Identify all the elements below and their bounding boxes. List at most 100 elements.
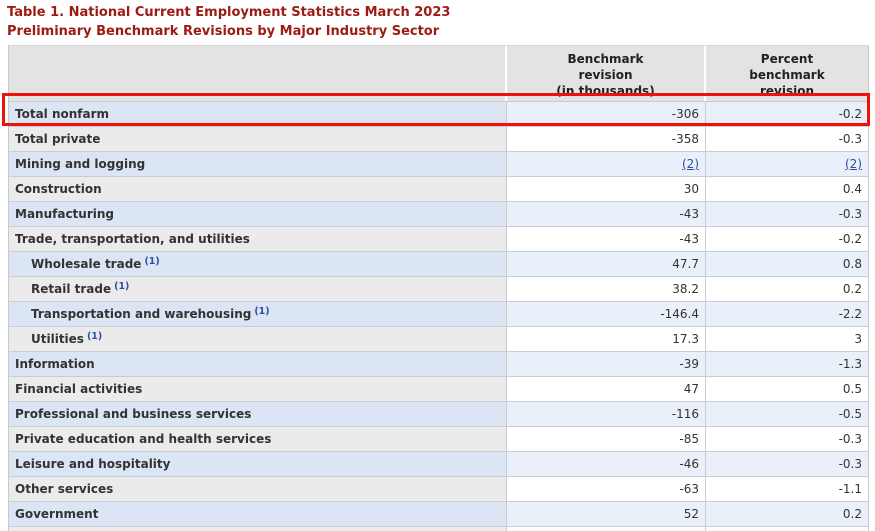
benchmark-revision-cell: -39 xyxy=(507,352,706,377)
percent-revision-value: -1.3 xyxy=(838,357,862,371)
percent-revision-value: -2.2 xyxy=(838,307,862,321)
table-row: Other services -63 -1.1 xyxy=(9,477,868,502)
benchmark-revision-cell: 17.3 xyxy=(507,327,706,352)
row-label: Leisure and hospitality xyxy=(9,452,507,477)
footnote-1-link[interactable]: (1) xyxy=(254,306,270,317)
benchmark-revision-cell: -306 xyxy=(507,102,706,127)
footnote-1-link[interactable]: (1) xyxy=(144,256,160,267)
percent-revision-cell: 0.2 xyxy=(706,277,868,302)
benchmark-revision-value: 17.3 xyxy=(672,332,699,346)
benchmark-revision-cell: 38.2 xyxy=(507,277,706,302)
benchmark-revision-cell: -43 xyxy=(507,227,706,252)
benchmark-revision-value: -116 xyxy=(671,407,699,421)
percent-revision-cell: -0.5 xyxy=(706,402,868,427)
benchmark-revision-value: 47.7 xyxy=(672,257,699,271)
table-row: Private education and health services -8… xyxy=(9,427,868,452)
footnote-2-link[interactable]: (2) xyxy=(845,157,862,171)
percent-revision-value: -0.3 xyxy=(838,457,862,471)
percent-revision-value: -0.3 xyxy=(838,132,862,146)
percent-revision-value: 0.5 xyxy=(842,382,862,396)
percent-revision-value: -0.2 xyxy=(838,107,862,121)
benchmark-revision-value: -43 xyxy=(679,232,699,246)
percent-revision-value: 3 xyxy=(854,332,862,346)
table-row: Total nonfarm -306 -0.2 xyxy=(9,102,868,127)
footnote-1-link[interactable]: (1) xyxy=(114,281,130,292)
row-label: Construction xyxy=(9,177,507,202)
benchmark-revision-value: -358 xyxy=(671,132,699,146)
table-title: Table 1. National Current Employment Sta… xyxy=(7,3,450,41)
table-row: Wholesale trade (1) 47.7 0.8 xyxy=(9,252,868,277)
percent-revision-value: 0.2 xyxy=(842,507,862,521)
row-label: Other services xyxy=(9,477,507,502)
benchmark-revision-value: -85 xyxy=(679,432,699,446)
percent-revision-cell: -0.3 xyxy=(706,452,868,477)
benchmark-revisions-table: Benchmark revision (in thousands) Percen… xyxy=(8,45,869,531)
percent-revision-cell: 3 xyxy=(706,327,868,352)
benchmark-revision-value: 47 xyxy=(683,382,699,396)
row-label: Professional and business services xyxy=(9,402,507,427)
percent-revision-value: 0.4 xyxy=(842,182,862,196)
percent-revision-cell: -0.2 xyxy=(706,227,868,252)
table-row: Financial activities 47 0.5 xyxy=(9,377,868,402)
benchmark-revision-cell: -146.4 xyxy=(507,302,706,327)
table-row: Retail trade (1) 38.2 0.2 xyxy=(9,277,868,302)
row-label: Private education and health services xyxy=(9,427,507,452)
row-label: Retail trade (1) xyxy=(9,277,507,302)
percent-revision-cell: -2.2 xyxy=(706,302,868,327)
table-row: Leisure and hospitality -46 -0.3 xyxy=(9,452,868,477)
table-row: Transportation and warehousing (1) -146.4… xyxy=(9,302,868,327)
table-row: Information -39 -1.3 xyxy=(9,352,868,377)
benchmark-revision-cell: 47.7 xyxy=(507,252,706,277)
header-industry-sector xyxy=(9,46,507,101)
benchmark-revision-value: -43 xyxy=(679,207,699,221)
percent-revision-cell: 0.5 xyxy=(706,377,868,402)
benchmark-revision-value: -306 xyxy=(671,107,699,121)
benchmark-revision-value: -39 xyxy=(679,357,699,371)
row-label: Wholesale trade (1) xyxy=(9,252,507,277)
footnote-1-link[interactable]: (1) xyxy=(86,331,103,342)
header-benchmark-revision: Benchmark revision (in thousands) xyxy=(507,46,706,101)
benchmark-revision-cell: -85 xyxy=(507,427,706,452)
percent-revision-value: -0.2 xyxy=(838,232,862,246)
row-label: Mining and logging xyxy=(9,152,507,177)
table-body: Total nonfarm -306 -0.2 Total private -3… xyxy=(9,102,868,527)
row-label: Total nonfarm xyxy=(9,102,507,127)
table-title-line2: Preliminary Benchmark Revisions by Major… xyxy=(7,24,440,39)
header-percent-benchmark-revision: Percent benchmark revision xyxy=(706,46,868,101)
benchmark-revision-cell: -358 xyxy=(507,127,706,152)
row-label: Total private xyxy=(9,127,507,152)
percent-revision-value: 0.8 xyxy=(842,257,862,271)
benchmark-revision-value: -46 xyxy=(679,457,699,471)
table-row: Total private -358 -0.3 xyxy=(9,127,868,152)
table-row-cutoff xyxy=(9,527,868,531)
percent-revision-cell: 0.2 xyxy=(706,502,868,527)
benchmark-revision-cell: -63 xyxy=(507,477,706,502)
row-label: Government xyxy=(9,502,507,527)
percent-revision-value: -1.1 xyxy=(838,482,862,496)
percent-revision-cell: 0.8 xyxy=(706,252,868,277)
benchmark-revision-cell: 47 xyxy=(507,377,706,402)
benchmark-revision-cell: -116 xyxy=(507,402,706,427)
percent-revision-cell: -0.3 xyxy=(706,202,868,227)
benchmark-revision-value: 52 xyxy=(683,507,699,521)
row-label: Manufacturing xyxy=(9,202,507,227)
percent-revision-cell: -0.3 xyxy=(706,427,868,452)
percent-revision-cell: -0.2 xyxy=(706,102,868,127)
percent-revision-value: -0.3 xyxy=(838,207,862,221)
benchmark-revision-cell: 52 xyxy=(507,502,706,527)
percent-revision-cell: -1.1 xyxy=(706,477,868,502)
table-row: Trade, transportation, and utilities -43… xyxy=(9,227,868,252)
benchmark-revision-cell: 30 xyxy=(507,177,706,202)
row-label: Information xyxy=(9,352,507,377)
percent-revision-value: -0.3 xyxy=(838,432,862,446)
benchmark-revision-value: 38.2 xyxy=(672,282,699,296)
table-title-line1: Table 1. National Current Employment Sta… xyxy=(7,5,451,20)
benchmark-revision-value: -63 xyxy=(679,482,699,496)
benchmark-revision-cell: -43 xyxy=(507,202,706,227)
benchmark-revision-cell: (2) xyxy=(507,152,706,177)
footnote-2-link[interactable]: (2) xyxy=(682,157,699,171)
percent-revision-cell: (2) xyxy=(706,152,868,177)
table-row: Professional and business services -116 … xyxy=(9,402,868,427)
table-row: Manufacturing -43 -0.3 xyxy=(9,202,868,227)
percent-revision-cell: 0.4 xyxy=(706,177,868,202)
